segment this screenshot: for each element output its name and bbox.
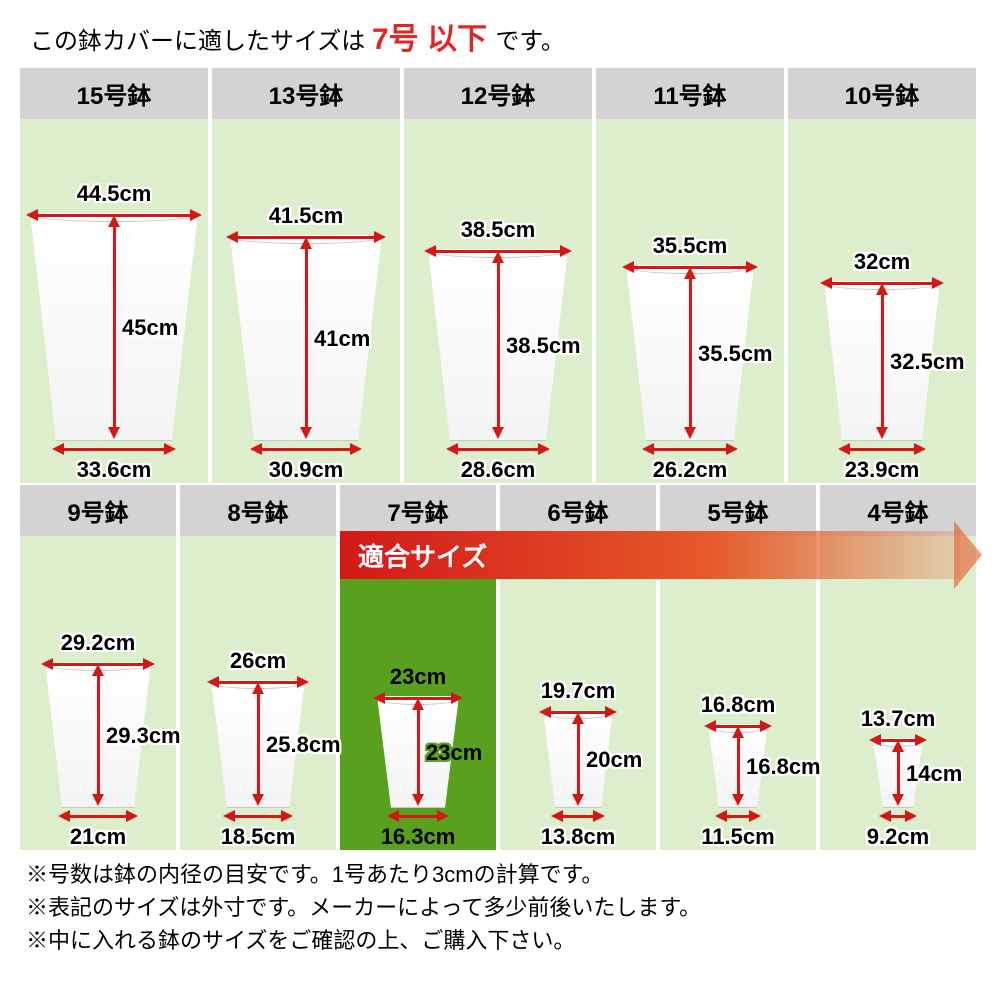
pot-body: 23cm 23cm 16.3cm — [338, 540, 498, 852]
pot-cell: 9号鉢 29.2cm 29.3cm 21cm — [18, 485, 178, 852]
dim-top: 13.7cm — [861, 706, 936, 732]
pot-body: 32cm 32.5cm 23.9cm — [786, 123, 978, 485]
pot-header: 10号鉢 — [788, 68, 976, 119]
dim-top: 38.5cm — [461, 217, 536, 243]
row-large-pots: 15号鉢 44.5cm 45cm 33.6cm 13号鉢 41.5cm 41cm 30.9cm… — [0, 68, 1000, 485]
dim-bottom: 30.9cm — [269, 457, 344, 483]
dim-top: 23cm — [390, 664, 446, 690]
pot-header: 15号鉢 — [20, 68, 208, 119]
dim-height: 14cm — [906, 761, 962, 787]
dim-bottom: 21cm — [70, 824, 126, 850]
dim-height: 25.8cm — [266, 732, 341, 758]
title-emphasis: 7号 以下 — [372, 23, 495, 56]
dim-height: 23cm — [426, 740, 482, 766]
pot-header: 13号鉢 — [212, 68, 400, 119]
pot-body: 41.5cm 41cm 30.9cm — [210, 123, 402, 485]
dim-bottom: 33.6cm — [77, 457, 152, 483]
pot-header: 12号鉢 — [404, 68, 592, 119]
pot-header: 7号鉢 — [340, 485, 496, 536]
dim-top: 29.2cm — [61, 630, 136, 656]
dim-bottom: 18.5cm — [221, 824, 296, 850]
row-small-wrap: 9号鉢 29.2cm 29.3cm 21cm 8号鉢 26cm 25.8cm 18.5cm 7号… — [0, 485, 1000, 852]
dim-bottom: 23.9cm — [845, 457, 920, 483]
fit-size-banner: 適合サイズ — [340, 531, 982, 579]
dim-top: 41.5cm — [269, 203, 344, 229]
dim-bottom: 11.5cm — [701, 824, 774, 850]
pot-header: 6号鉢 — [500, 485, 656, 536]
pot-cell: 11号鉢 35.5cm 35.5cm 26.2cm — [594, 68, 786, 485]
dim-height: 20cm — [586, 747, 642, 773]
dim-height: 41cm — [314, 326, 370, 352]
title-prefix: この鉢カバーに適したサイズは — [30, 28, 372, 55]
footnote-line: ※表記のサイズは外寸です。メーカーによって多少前後いたします。 — [26, 891, 974, 924]
dim-bottom: 26.2cm — [653, 457, 728, 483]
pot-header: 8号鉢 — [180, 485, 336, 536]
dim-top: 16.8cm — [701, 692, 776, 718]
pot-body: 16.8cm 16.8cm 11.5cm — [658, 540, 818, 852]
pot-cell: 13号鉢 41.5cm 41cm 30.9cm — [210, 68, 402, 485]
pot-body: 26cm 25.8cm 18.5cm — [178, 540, 338, 852]
fit-size-label: 適合サイズ — [340, 537, 487, 574]
dim-height: 16.8cm — [746, 754, 821, 780]
dim-height: 32.5cm — [890, 349, 965, 375]
pot-header: 4号鉢 — [820, 485, 976, 536]
footnotes: ※号数は鉢の内径の目安です。1号あたり3cmの計算です。※表記のサイズは外寸です… — [0, 852, 1000, 977]
dim-height: 38.5cm — [506, 333, 581, 359]
dim-bottom: 9.2cm — [867, 824, 929, 850]
pot-body: 29.2cm 29.3cm 21cm — [18, 540, 178, 852]
pot-body: 44.5cm 45cm 33.6cm — [18, 123, 210, 485]
pot-cell: 12号鉢 38.5cm 38.5cm 28.6cm — [402, 68, 594, 485]
footnote-line: ※号数は鉢の内径の目安です。1号あたり3cmの計算です。 — [26, 858, 974, 891]
footnote-line: ※中に入れる鉢のサイズをご確認の上、ご購入下さい。 — [26, 924, 974, 957]
title-text: この鉢カバーに適したサイズは 7号 以下 です。 — [0, 0, 1000, 68]
dim-bottom: 13.8cm — [541, 824, 616, 850]
dim-top: 26cm — [230, 648, 286, 674]
pot-body: 38.5cm 38.5cm 28.6cm — [402, 123, 594, 485]
pot-body: 35.5cm 35.5cm 26.2cm — [594, 123, 786, 485]
pot-header: 9号鉢 — [20, 485, 176, 536]
dim-height: 45cm — [122, 315, 178, 341]
pot-body: 19.7cm 20cm 13.8cm — [498, 540, 658, 852]
dim-top: 35.5cm — [653, 233, 728, 259]
dim-bottom: 16.3cm — [381, 824, 456, 850]
dim-height: 29.3cm — [106, 723, 181, 749]
dim-top: 19.7cm — [541, 678, 616, 704]
dim-top: 32cm — [854, 249, 910, 275]
dim-height: 35.5cm — [698, 341, 773, 367]
pot-cell: 8号鉢 26cm 25.8cm 18.5cm — [178, 485, 338, 852]
dim-top: 44.5cm — [77, 181, 152, 207]
pot-cell: 10号鉢 32cm 32.5cm 23.9cm — [786, 68, 978, 485]
pot-header: 11号鉢 — [596, 68, 784, 119]
pot-cell: 15号鉢 44.5cm 45cm 33.6cm — [18, 68, 210, 485]
dim-bottom: 28.6cm — [461, 457, 536, 483]
pot-header: 5号鉢 — [660, 485, 816, 536]
title-suffix: です。 — [495, 28, 565, 55]
